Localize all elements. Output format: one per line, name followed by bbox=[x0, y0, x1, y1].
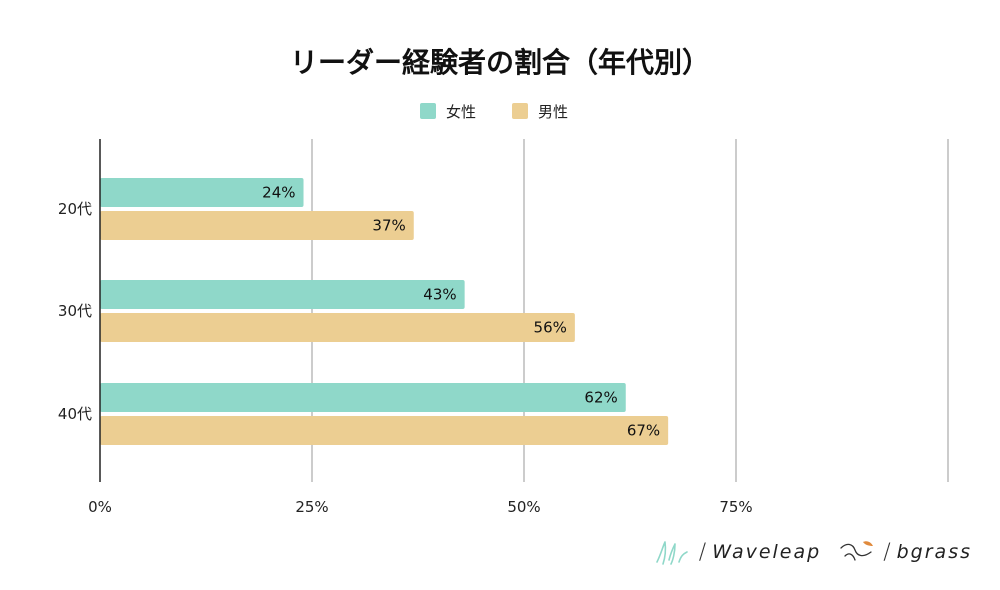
value-label-female-1: 43% bbox=[423, 286, 456, 304]
bar-female-2 bbox=[100, 383, 626, 412]
logo-separator-2: / bbox=[883, 539, 891, 565]
legend-swatch-female bbox=[420, 103, 436, 119]
value-label-male-0: 37% bbox=[372, 217, 405, 235]
category-label-0: 20代 bbox=[58, 200, 92, 218]
bgrass-wordmark: bgrass bbox=[896, 541, 972, 563]
logo-area: / Waveleap / bgrass bbox=[653, 536, 972, 568]
bar-male-2 bbox=[100, 416, 669, 445]
x-tick-label-0: 0% bbox=[88, 498, 112, 516]
waveleap-logo-icon bbox=[655, 541, 688, 565]
legend-label-male: 男性 bbox=[538, 103, 568, 121]
waveleap-wordmark: Waveleap bbox=[712, 541, 822, 563]
chart-title: リーダー経験者の割合（年代別） bbox=[290, 46, 710, 79]
category-labels: 20代 30代 40代 bbox=[58, 200, 92, 423]
legend-label-female: 女性 bbox=[446, 103, 476, 121]
value-label-female-2: 62% bbox=[584, 389, 617, 407]
category-label-2: 40代 bbox=[58, 405, 92, 423]
value-label-female-0: 24% bbox=[262, 184, 295, 202]
legend-swatch-male bbox=[512, 103, 528, 119]
bgrass-logo-icon bbox=[840, 541, 874, 561]
bar-female-1 bbox=[100, 280, 465, 309]
bars bbox=[100, 178, 669, 445]
value-label-male-1: 56% bbox=[534, 319, 567, 337]
bar-male-1 bbox=[100, 313, 575, 342]
bar-male-0 bbox=[100, 211, 414, 240]
category-label-1: 30代 bbox=[58, 302, 92, 320]
x-tick-label-1: 25% bbox=[295, 498, 328, 516]
value-labels: 24% 37% 43% 56% 62% 67% bbox=[262, 184, 660, 440]
legend: 女性 男性 bbox=[420, 103, 568, 121]
value-label-male-2: 67% bbox=[627, 422, 660, 440]
logo-separator: / bbox=[698, 539, 707, 565]
x-tick-label-2: 50% bbox=[507, 498, 540, 516]
x-tick-labels: 0% 25% 50% 75% bbox=[88, 498, 753, 516]
bar-female-0 bbox=[100, 178, 304, 207]
x-tick-label-3: 75% bbox=[719, 498, 752, 516]
